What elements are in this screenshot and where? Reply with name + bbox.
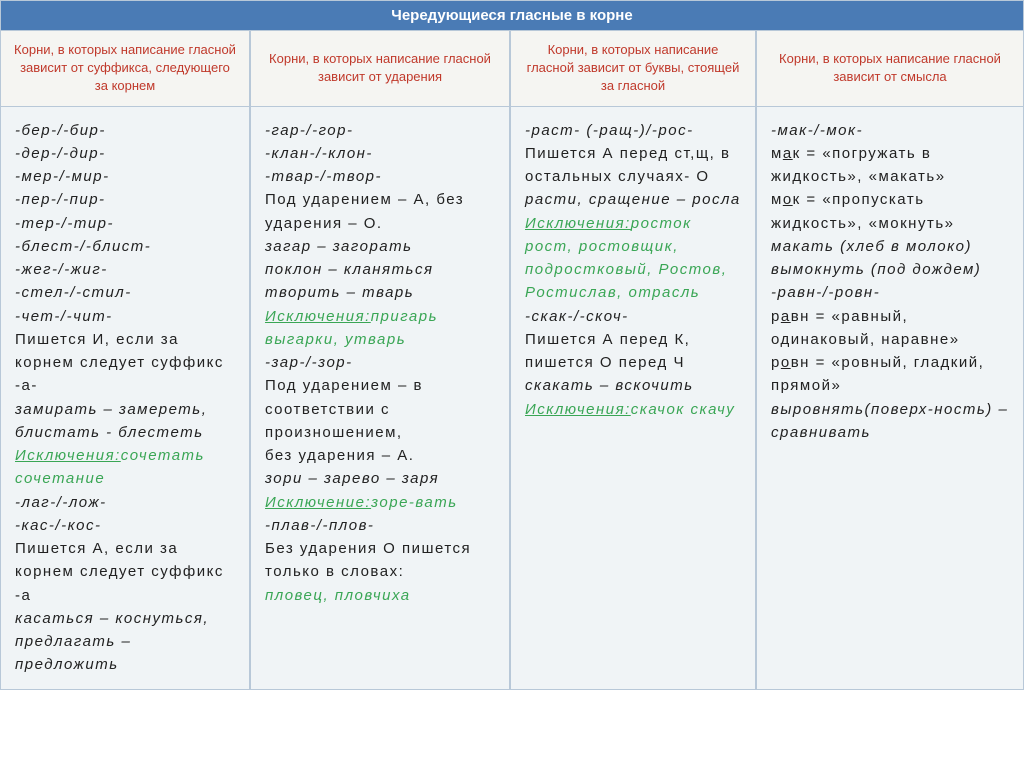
col-body-3: -раст- (-ращ-)/-рос-Пишется А перед ст,щ… — [510, 107, 756, 690]
col-header-3: Корни, в которых написание гласной завис… — [510, 31, 756, 107]
table-grid: Корни, в которых написание гласной завис… — [0, 31, 1024, 690]
col-body-4: -мак-/-мок-мак = «погружать в жидкость»,… — [756, 107, 1024, 690]
col-body-2: -гар-/-гор--клан-/-клон--твар-/-твор-Под… — [250, 107, 510, 690]
col-header-4: Корни, в которых написание гласной завис… — [756, 31, 1024, 107]
col-header-1: Корни, в которых написание гласной завис… — [0, 31, 250, 107]
col-header-2: Корни, в которых написание гласной завис… — [250, 31, 510, 107]
page-title: Чередующиеся гласные в корне — [0, 0, 1024, 31]
col-body-1: -бер-/-бир--дер-/-дир--мер-/-мир--пер-/-… — [0, 107, 250, 690]
